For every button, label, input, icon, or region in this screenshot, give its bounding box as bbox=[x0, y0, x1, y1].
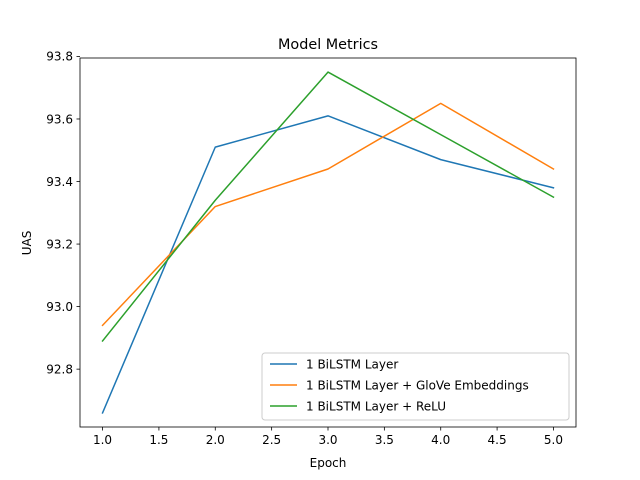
y-tick-label: 93.2 bbox=[46, 237, 73, 251]
legend: 1 BiLSTM Layer 1 BiLSTM Layer + GloVe Emb… bbox=[261, 352, 570, 421]
chart-title: Model Metrics bbox=[278, 37, 378, 53]
y-tick-label: 92.8 bbox=[46, 362, 73, 376]
x-tick-label: 4.5 bbox=[488, 433, 507, 447]
x-tick-label: 5.0 bbox=[544, 433, 563, 447]
x-tick-label: 1.5 bbox=[149, 433, 168, 447]
legend-box bbox=[261, 352, 570, 421]
legend-label-3: 1 BiLSTM Layer + ReLU bbox=[306, 399, 446, 413]
y-tick-label: 93.8 bbox=[46, 50, 73, 64]
x-tick-label: 3.0 bbox=[318, 433, 337, 447]
x-axis: 1.0 1.5 2.0 2.5 3.0 3.5 4.0 4.5 5.0 bbox=[93, 427, 563, 447]
y-tick-label: 93.0 bbox=[46, 300, 73, 314]
x-axis-label: Epoch bbox=[310, 456, 347, 470]
x-tick-label: 2.5 bbox=[262, 433, 281, 447]
x-tick-label: 1.0 bbox=[93, 433, 112, 447]
legend-label-1: 1 BiLSTM Layer bbox=[306, 357, 398, 371]
y-axis: 92.8 93.0 93.2 93.4 93.6 93.8 bbox=[46, 50, 80, 376]
series-layer bbox=[101, 71, 555, 414]
series-line-3 bbox=[101, 71, 555, 343]
x-tick-label: 3.5 bbox=[375, 433, 394, 447]
y-tick-label: 93.6 bbox=[46, 112, 73, 126]
series-line-1 bbox=[101, 115, 555, 414]
legend-label-2: 1 BiLSTM Layer + GloVe Embeddings bbox=[306, 378, 529, 392]
x-tick-label: 2.0 bbox=[206, 433, 225, 447]
y-axis-label: UAS bbox=[20, 231, 34, 256]
y-tick-label: 93.4 bbox=[46, 175, 73, 189]
x-tick-label: 4.0 bbox=[431, 433, 450, 447]
